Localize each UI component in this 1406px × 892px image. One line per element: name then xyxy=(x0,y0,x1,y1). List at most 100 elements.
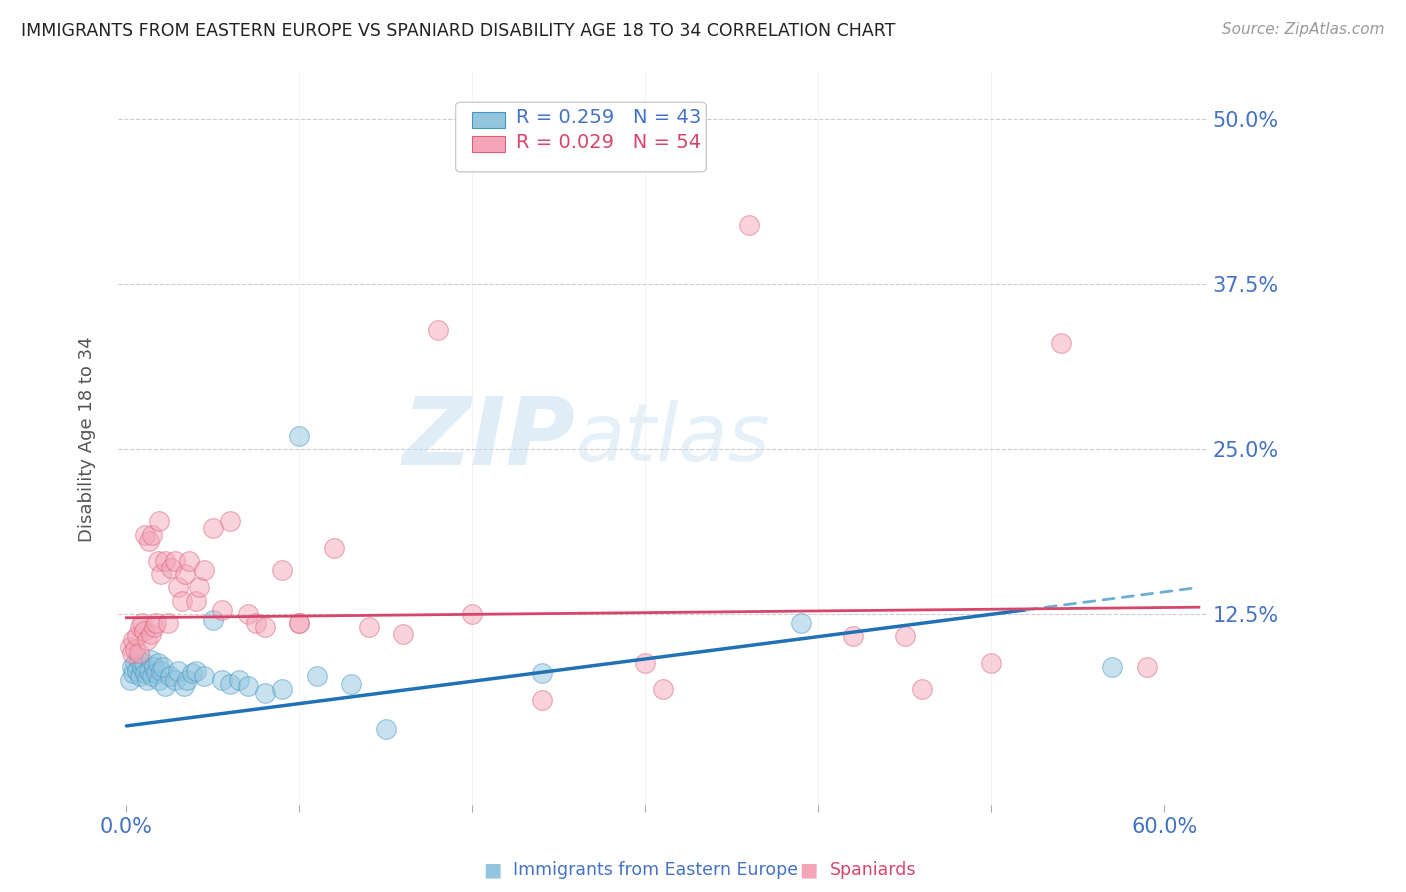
FancyBboxPatch shape xyxy=(472,136,505,152)
Point xyxy=(128,646,150,660)
Point xyxy=(174,567,197,582)
Point xyxy=(118,640,141,654)
Point xyxy=(145,615,167,630)
Text: atlas: atlas xyxy=(575,400,770,478)
Point xyxy=(138,534,160,549)
Point xyxy=(150,567,173,582)
Point xyxy=(530,692,553,706)
Point xyxy=(173,679,195,693)
Point xyxy=(129,620,152,634)
Point xyxy=(980,656,1002,670)
Point xyxy=(219,515,242,529)
Point xyxy=(145,666,167,681)
Text: R = 0.029   N = 54: R = 0.029 N = 54 xyxy=(516,133,700,152)
Point xyxy=(236,607,259,621)
Point xyxy=(894,629,917,643)
Point xyxy=(122,633,145,648)
Point xyxy=(288,615,311,630)
Point xyxy=(160,560,183,574)
Point xyxy=(374,722,396,736)
Point xyxy=(211,673,233,687)
Point xyxy=(159,669,181,683)
Text: ■: ■ xyxy=(799,860,818,880)
Point xyxy=(139,653,162,667)
Point xyxy=(236,679,259,693)
Text: Spaniards: Spaniards xyxy=(830,861,917,879)
Point xyxy=(131,659,153,673)
Point xyxy=(219,676,242,690)
FancyBboxPatch shape xyxy=(456,103,706,172)
Point xyxy=(141,527,163,541)
Point xyxy=(136,673,159,687)
Text: ZIP: ZIP xyxy=(402,393,575,485)
Point xyxy=(128,653,150,667)
Point xyxy=(176,673,198,687)
Point xyxy=(131,615,153,630)
Point xyxy=(790,615,813,630)
Point xyxy=(148,515,170,529)
Point xyxy=(211,603,233,617)
Point xyxy=(146,656,169,670)
Point xyxy=(121,659,143,673)
Point xyxy=(340,676,363,690)
Point xyxy=(1101,659,1123,673)
Point xyxy=(152,659,174,673)
Point xyxy=(842,629,865,643)
Text: R = 0.259   N = 43: R = 0.259 N = 43 xyxy=(516,108,700,128)
Point xyxy=(170,593,193,607)
Point xyxy=(1136,659,1159,673)
Point xyxy=(253,620,276,634)
Point xyxy=(245,615,267,630)
Point xyxy=(911,681,934,696)
Point xyxy=(184,593,207,607)
Point xyxy=(129,669,152,683)
Point xyxy=(201,521,224,535)
Point xyxy=(138,664,160,678)
Point xyxy=(150,664,173,678)
Point xyxy=(153,554,176,568)
Point xyxy=(132,624,155,638)
Point xyxy=(167,581,190,595)
Text: Source: ZipAtlas.com: Source: ZipAtlas.com xyxy=(1222,22,1385,37)
Point xyxy=(228,673,250,687)
Point xyxy=(124,656,146,670)
Point xyxy=(193,563,215,577)
Point xyxy=(288,615,311,630)
Point xyxy=(201,614,224,628)
Point xyxy=(132,656,155,670)
Y-axis label: Disability Age 18 to 34: Disability Age 18 to 34 xyxy=(79,336,96,541)
Point xyxy=(118,673,141,687)
Point xyxy=(177,554,200,568)
Point xyxy=(288,428,311,442)
Point xyxy=(163,673,186,687)
Point xyxy=(143,620,166,634)
Point xyxy=(271,563,294,577)
Point xyxy=(139,626,162,640)
Point xyxy=(426,323,449,337)
Point xyxy=(181,666,204,681)
Text: Immigrants from Eastern Europe: Immigrants from Eastern Europe xyxy=(513,861,799,879)
Point xyxy=(141,669,163,683)
Point xyxy=(193,669,215,683)
Point xyxy=(134,666,156,681)
Point xyxy=(738,218,761,232)
Point xyxy=(156,615,179,630)
FancyBboxPatch shape xyxy=(472,112,505,128)
Point xyxy=(167,664,190,678)
Point xyxy=(121,646,143,660)
Point xyxy=(184,664,207,678)
Point xyxy=(323,541,346,555)
Point xyxy=(148,673,170,687)
Point xyxy=(188,581,211,595)
Point xyxy=(392,626,415,640)
Text: IMMIGRANTS FROM EASTERN EUROPE VS SPANIARD DISABILITY AGE 18 TO 34 CORRELATION C: IMMIGRANTS FROM EASTERN EUROPE VS SPANIA… xyxy=(21,22,896,40)
Point xyxy=(305,669,328,683)
Point xyxy=(124,642,146,657)
Point xyxy=(271,681,294,696)
Point xyxy=(634,656,657,670)
Point xyxy=(146,554,169,568)
Point xyxy=(1049,336,1071,351)
Point xyxy=(530,666,553,681)
Point xyxy=(143,659,166,673)
Point xyxy=(253,686,276,700)
